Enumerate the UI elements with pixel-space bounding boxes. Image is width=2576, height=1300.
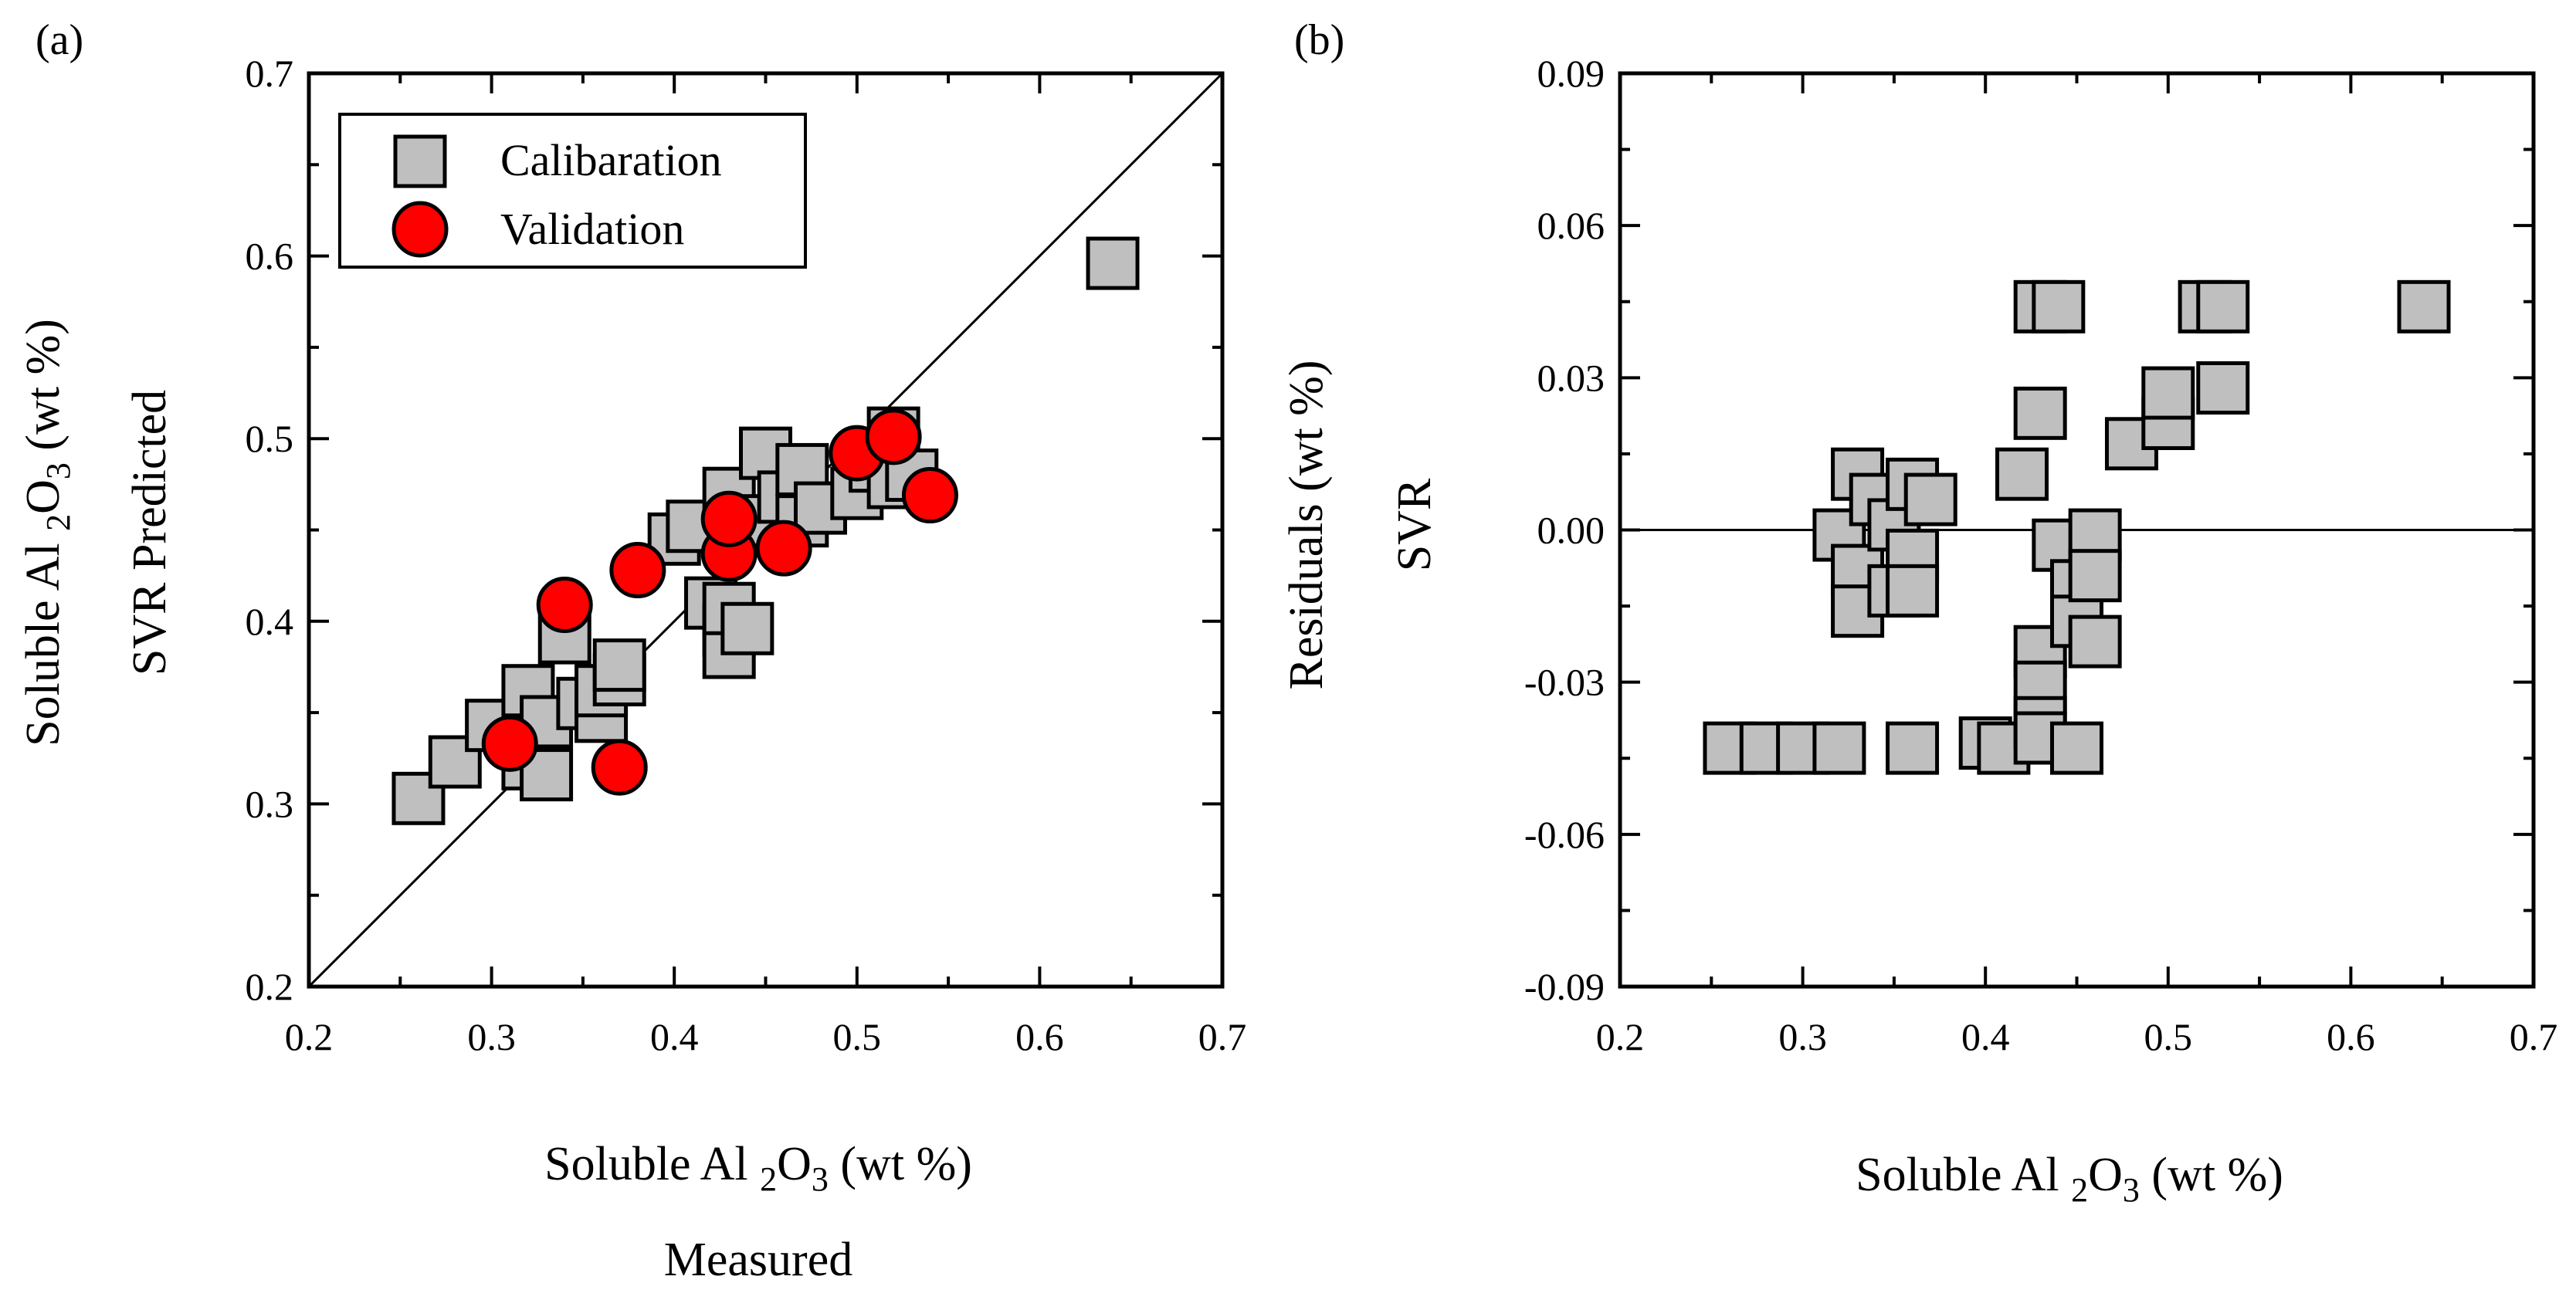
y-tick-label: 0.7 — [246, 52, 294, 95]
panel-b-square-point — [2032, 279, 2086, 333]
panel-b-square-point — [2050, 721, 2103, 775]
y-tick-label: 0.2 — [246, 965, 294, 1008]
panel-b-marks — [1703, 279, 2451, 775]
y-tick-label: 0.09 — [1537, 52, 1605, 95]
panel-b-square-point — [1886, 721, 1940, 775]
x-tick-label: 0.4 — [1961, 1015, 2010, 1058]
y-tick-label: 0.00 — [1537, 509, 1605, 552]
panel-a-marks — [391, 236, 1140, 825]
panel-b-square-point — [1903, 472, 1957, 526]
panel-a: (a) 0.2 0.3 0.4 0.5 0.6 0.7 0.2 0.3 0.4 0.5 0.6 0.7… — [17, 16, 1246, 1286]
panel-b-square-point — [2397, 279, 2451, 333]
panel-b-label: (b) — [1294, 16, 1344, 64]
x-tick-label: 0.4 — [650, 1015, 699, 1058]
panel-a-circle-point — [609, 542, 666, 599]
panel-a-x-axis-title: Soluble Al 2O3 (wt %) — [544, 1138, 972, 1198]
panel-a-circle-point — [591, 739, 648, 796]
panel-a-circle-point — [865, 408, 922, 465]
y-tick-label: -0.09 — [1524, 965, 1605, 1008]
y-tick-label: -0.06 — [1524, 813, 1605, 856]
y-tick-label: 0.3 — [246, 782, 294, 825]
panel-a-x-axis-subtitle: Measured — [664, 1234, 852, 1286]
legend-validation-label: Validation — [500, 204, 684, 254]
x-tick-label: 0.3 — [1778, 1015, 1827, 1058]
panel-b-square-point — [2141, 366, 2195, 420]
x-tick-label: 0.7 — [1198, 1015, 1247, 1058]
x-tick-label: 0.2 — [1596, 1015, 1645, 1058]
panel-a-ticks: 0.2 0.3 0.4 0.5 0.6 0.7 0.2 0.3 0.4 0.5 0.6 0.7 — [246, 52, 1247, 1058]
panel-a-y-axis-title: Soluble Al 2O3 (wt %) — [17, 319, 77, 746]
y-tick-label: 0.03 — [1537, 356, 1605, 399]
legend-circle-marker — [391, 201, 449, 258]
panel-b-square-point — [1812, 721, 1866, 775]
panel-b-square-point — [2068, 614, 2122, 669]
panel-b-square-point — [2068, 549, 2122, 603]
panel-b-y-axis-title: Residuals (wt %) — [1280, 360, 1333, 689]
panel-b-y-axis-subtitle: SVR — [1388, 478, 1441, 571]
y-tick-label: 0.6 — [246, 235, 294, 278]
panel-a-label: (a) — [36, 16, 83, 64]
panel-a-legend: Calibaration Validation — [338, 113, 807, 269]
legend-square-marker — [393, 134, 447, 188]
panel-a-circle-point — [700, 490, 758, 547]
panel-a-y-axis-subtitle: SVR Predicted — [124, 390, 176, 675]
x-tick-label: 0.6 — [2327, 1015, 2375, 1058]
panel-b-square-point — [2196, 279, 2250, 333]
y-tick-label: 0.5 — [246, 417, 294, 460]
x-tick-label: 0.3 — [467, 1015, 516, 1058]
panel-a-circle-point — [536, 577, 593, 634]
panel-a-square-point — [720, 601, 774, 655]
panel-b-square-point — [1995, 447, 2049, 501]
panel-a-circle-point — [755, 520, 812, 577]
panel-b-x-axis-title: Soluble Al 2O3 (wt %) — [1856, 1149, 2283, 1209]
panel-a-plot-frame — [307, 71, 1225, 989]
legend-calibration-label: Calibaration — [500, 135, 722, 185]
x-tick-label: 0.5 — [2144, 1015, 2193, 1058]
panel-b-square-point — [2013, 386, 2067, 440]
panel-a-square-point — [592, 638, 646, 692]
x-tick-label: 0.7 — [2510, 1015, 2558, 1058]
panel-b-plot-frame — [1618, 71, 2536, 989]
x-tick-label: 0.6 — [1015, 1015, 1064, 1058]
panel-a-circle-point — [481, 715, 538, 772]
panel-a-square-point — [1086, 236, 1140, 290]
panel-b: (b) 0.2 0.3 0.4 0.5 0.6 0.7 -0.09 -0.06 -0.03 0.0… — [1280, 16, 2557, 1209]
panel-b-square-point — [2196, 361, 2250, 415]
y-tick-label: 0.06 — [1537, 204, 1605, 247]
panel-a-circle-point — [901, 467, 958, 524]
y-tick-label: 0.4 — [246, 600, 294, 643]
y-tick-label: -0.03 — [1524, 661, 1605, 704]
x-tick-label: 0.2 — [285, 1015, 334, 1058]
x-tick-label: 0.5 — [833, 1015, 882, 1058]
panel-b-square-point — [1886, 564, 1940, 618]
